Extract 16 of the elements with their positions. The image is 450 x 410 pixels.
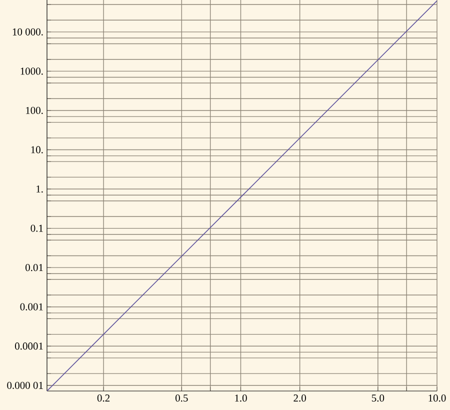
x-tick-label: 0.5 <box>176 394 188 402</box>
y-tick-label: 0.0001 <box>15 342 43 350</box>
y-tick-label: 1000. <box>20 68 43 75</box>
y-tick-label: 0.000 01 <box>7 382 43 389</box>
x-tick-label: 1.0 <box>235 394 247 402</box>
y-tick-label: 10 000. <box>12 28 43 36</box>
y-tick-label: 10. <box>31 146 43 154</box>
x-tick-label: 0.2 <box>97 394 110 402</box>
y-tick-label: 0.1 <box>30 224 43 232</box>
x-tick-label: 2.0 <box>294 394 306 402</box>
x-tick-label: 5.0 <box>372 394 384 402</box>
y-tick-label: 100. <box>26 106 43 114</box>
y-tick-label: 1. <box>36 185 43 193</box>
x-tick-label: 10.0 <box>428 394 446 402</box>
y-tick-label: 0.001 <box>20 303 43 310</box>
y-tick-label: 0.01 <box>26 264 43 272</box>
